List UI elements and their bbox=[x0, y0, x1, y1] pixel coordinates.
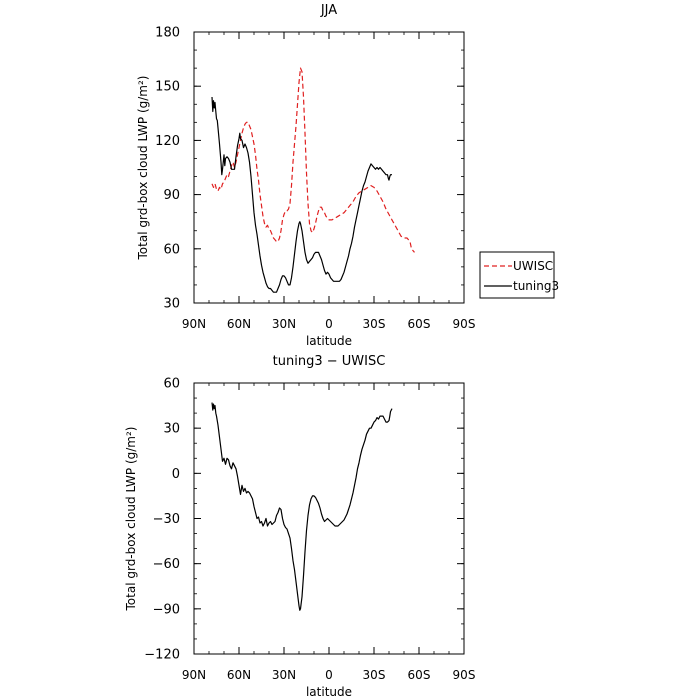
chart0-series-uwisc bbox=[211, 67, 415, 253]
legend-box bbox=[479, 251, 555, 299]
chart0-y-axis-label: Total grd-box cloud LWP (g/m²) bbox=[136, 76, 150, 261]
chart1-x-tick-label: 30S bbox=[363, 668, 386, 682]
chart0-x-tick-label: 90S bbox=[453, 317, 476, 331]
legend: UWISC tuning3 bbox=[479, 251, 559, 299]
chart0-y-tick-label: 120 bbox=[155, 134, 180, 149]
chart1-x-tick-label: 30N bbox=[272, 668, 296, 682]
chart0-y-tick-label: 150 bbox=[155, 80, 180, 95]
chart1-y-tick-label: −90 bbox=[153, 602, 180, 617]
chart1-y-tick-label: −30 bbox=[153, 512, 180, 527]
chart0-x-tick-label: 30N bbox=[272, 317, 296, 331]
chart0-series-tuning3 bbox=[211, 96, 392, 293]
chart1-y-axis-label: Total grd-box cloud LWP (g/m²) bbox=[124, 427, 138, 612]
chart0-x-tick-label: 30S bbox=[363, 317, 386, 331]
chart0-x-tick-label: 60S bbox=[408, 317, 431, 331]
chart0-x-axis-label: latitude bbox=[306, 334, 352, 348]
chart1-title: tuning3 − UWISC bbox=[273, 354, 386, 369]
panel-jja: JJA 90N 60N 30N 0 30S 60S 90S latitude 30 60 90 120 1… bbox=[136, 3, 475, 348]
chart1-series-line0 bbox=[211, 402, 393, 611]
chart1-x-tick-label: 90N bbox=[182, 668, 206, 682]
chart1-y-tick-label: −60 bbox=[153, 557, 180, 572]
chart1-x-axis-label: latitude bbox=[306, 685, 352, 699]
chart1-y-tick-label: 0 bbox=[172, 467, 180, 482]
chart1-frame bbox=[193, 382, 465, 655]
chart1-x-tick-label: 0 bbox=[325, 668, 333, 682]
chart1-x-tick-label: 60N bbox=[227, 668, 251, 682]
chart1-x-tick-label: 60S bbox=[408, 668, 431, 682]
legend-label-tuning3: tuning3 bbox=[513, 279, 559, 293]
chart0-x-tick-label: 0 bbox=[325, 317, 333, 331]
chart1-x-tick-label: 90S bbox=[453, 668, 476, 682]
chart0-y-tick-label: 90 bbox=[163, 188, 180, 203]
chart0-y-tick-label: 60 bbox=[163, 242, 180, 257]
legend-label-uwisc: UWISC bbox=[513, 259, 553, 273]
chart1-y-tick-label: −120 bbox=[144, 648, 180, 663]
chart1-y-tick-label: 30 bbox=[163, 422, 180, 437]
chart0-x-tick-label: 60N bbox=[227, 317, 251, 331]
chart0-title: JJA bbox=[320, 3, 337, 18]
chart0-y-tick-label: 180 bbox=[155, 26, 180, 41]
chart1-y-tick-label: 60 bbox=[163, 377, 180, 392]
chart0-x-tick-label: 90N bbox=[182, 317, 206, 331]
panel-difference: tuning3 − UWISC 90N 60N 30N 0 30S 60S 90S latitu… bbox=[124, 354, 475, 699]
chart0-y-tick-label: 30 bbox=[163, 297, 180, 312]
